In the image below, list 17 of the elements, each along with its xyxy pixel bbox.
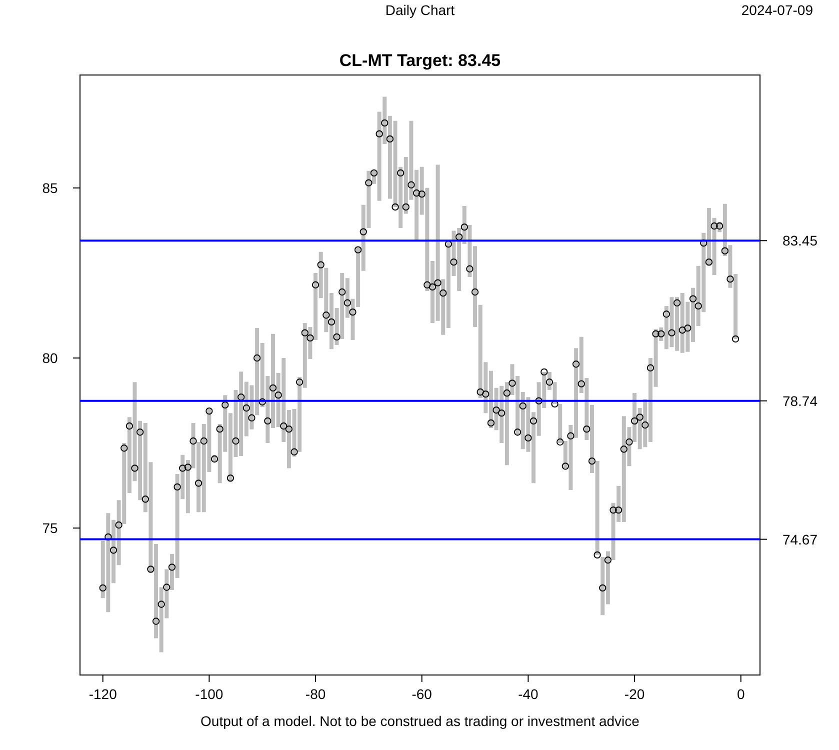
- x-tick-label: -100: [195, 686, 224, 702]
- ref-line-label: 74.67: [782, 531, 818, 548]
- x-tick-label: 0: [736, 686, 745, 702]
- x-tick-label: -40: [518, 686, 539, 702]
- y-tick-label: 80: [42, 350, 58, 366]
- x-tick-label: -120: [88, 686, 118, 702]
- text: 2024-07-09: [741, 2, 814, 18]
- text: Output of a model. Not to be construed as trading or investment advice: [200, 713, 640, 729]
- ref-line-label: 83.45: [782, 232, 818, 249]
- ref-line-label: 78.74: [782, 392, 818, 409]
- y-tick-label: 75: [42, 520, 58, 536]
- text: Daily Chart: [385, 2, 455, 18]
- y-tick-label: 85: [42, 180, 58, 196]
- chart-title: CL-MT Target: 83.45: [339, 51, 501, 70]
- x-tick-label: -80: [305, 686, 326, 702]
- x-tick-label: -60: [412, 686, 432, 702]
- x-tick-label: -20: [624, 686, 645, 702]
